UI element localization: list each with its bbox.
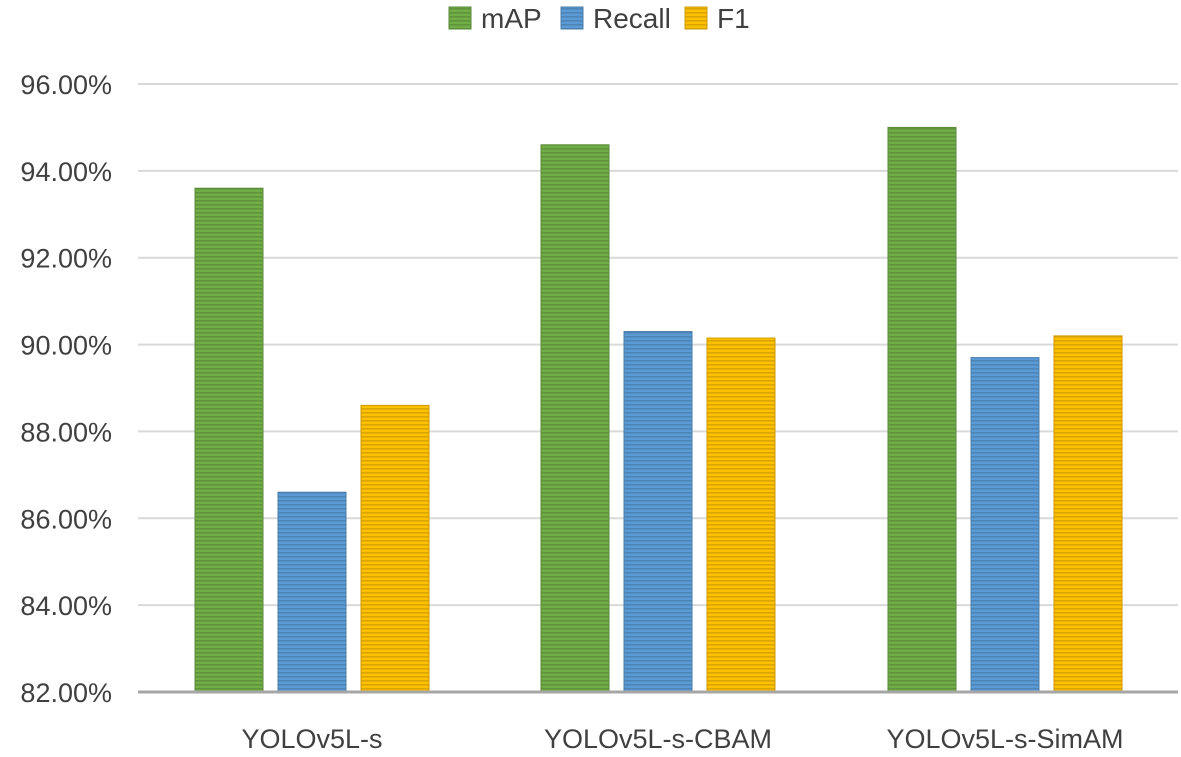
legend-swatch-f1 [684, 6, 708, 30]
bars [194, 126, 1123, 693]
y-tick-label: 82.00% [20, 678, 112, 708]
bar-f1-2 [1053, 335, 1123, 693]
bar-recall-1 [623, 331, 693, 693]
y-axis-ticks: 82.00% 84.00% 86.00% 88.00% 90.00% 92.00% 94.0… [20, 70, 112, 708]
bar-recall-0 [277, 491, 347, 693]
bar-map-1 [540, 144, 610, 693]
legend-swatch-map [448, 6, 472, 30]
x-category-label: YOLOv5L-s [241, 724, 382, 754]
y-tick-label: 90.00% [20, 331, 112, 361]
y-tick-label: 84.00% [20, 591, 112, 621]
bar-f1-0 [360, 404, 430, 693]
y-tick-label: 86.00% [20, 504, 112, 534]
x-axis-categories: YOLOv5L-s YOLOv5L-s-CBAM YOLOv5L-s-SimAM [241, 724, 1123, 754]
x-category-label: YOLOv5L-s-SimAM [886, 724, 1123, 754]
legend: mAP Recall F1 [448, 3, 750, 34]
legend-label-recall: Recall [593, 3, 671, 34]
bar-map-0 [194, 187, 264, 693]
x-category-label: YOLOv5L-s-CBAM [544, 724, 772, 754]
y-tick-label: 88.00% [20, 417, 112, 447]
legend-swatch-recall [560, 6, 584, 30]
y-tick-label: 96.00% [20, 70, 112, 100]
y-tick-label: 92.00% [20, 244, 112, 274]
y-tick-label: 94.00% [20, 157, 112, 187]
bar-recall-2 [970, 357, 1040, 693]
bar-f1-1 [706, 337, 776, 693]
legend-label-map: mAP [481, 3, 542, 34]
bar-map-2 [887, 126, 957, 693]
legend-label-f1: F1 [717, 3, 750, 34]
